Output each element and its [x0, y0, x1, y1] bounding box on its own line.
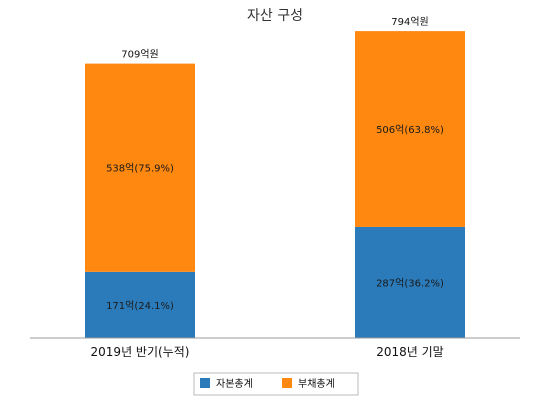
chart-title: 자산 구성: [247, 8, 303, 24]
legend-label-capital: 자본총계: [216, 378, 253, 390]
bar-segment-liability-0: [85, 63, 195, 272]
legend-swatch-capital: [200, 378, 210, 388]
total-label-1: 794억원: [391, 16, 429, 28]
legend: 자본총계 부채총계: [193, 372, 359, 396]
legend-box: [193, 372, 359, 396]
segment-label-capital-0: 171억(24.1%): [106, 300, 174, 312]
segment-label-liability-0: 538억(75.9%): [106, 163, 174, 175]
legend-swatch-liability: [282, 378, 292, 388]
bars-group: 171억(24.1%) 538억(75.9%) 709억원 287억(36.2%) 50…: [85, 16, 465, 338]
segment-label-liability-1: 506억(63.8%): [376, 124, 444, 136]
category-labels: 2019년 반기(누적) 2018년 기말: [91, 345, 444, 359]
bar-segment-liability-1: [355, 31, 465, 227]
bar-segment-capital-1: [355, 226, 465, 338]
total-label-0: 709억원: [121, 49, 159, 61]
segment-label-capital-1: 287억(36.2%): [376, 277, 444, 289]
legend-label-liability: 부채총계: [298, 378, 335, 390]
category-label-0: 2019년 반기(누적): [91, 345, 190, 359]
category-label-1: 2018년 기말: [376, 345, 443, 359]
bar-segment-capital-0: [85, 271, 195, 338]
